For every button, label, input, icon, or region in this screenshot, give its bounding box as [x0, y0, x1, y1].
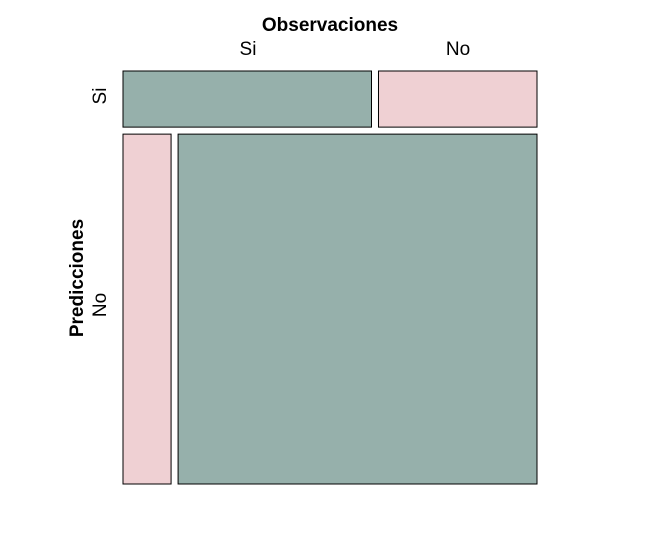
y-tick-label-si: Si [90, 88, 111, 105]
mosaic-cell-pred-si-obs-si [122, 70, 372, 128]
x-tick-label-si: Si [240, 39, 257, 60]
chart-title: Observaciones [262, 15, 398, 36]
mosaic-cells [122, 70, 538, 485]
mosaic-cell-pred-no-obs-si [122, 133, 172, 485]
mosaic-cell-pred-no-obs-no [177, 133, 538, 485]
y-axis-label: Predicciones [67, 219, 88, 337]
mosaic-cell-pred-si-obs-no [377, 70, 538, 128]
x-tick-label-no: No [446, 39, 470, 60]
y-tick-label-no: No [90, 293, 111, 317]
